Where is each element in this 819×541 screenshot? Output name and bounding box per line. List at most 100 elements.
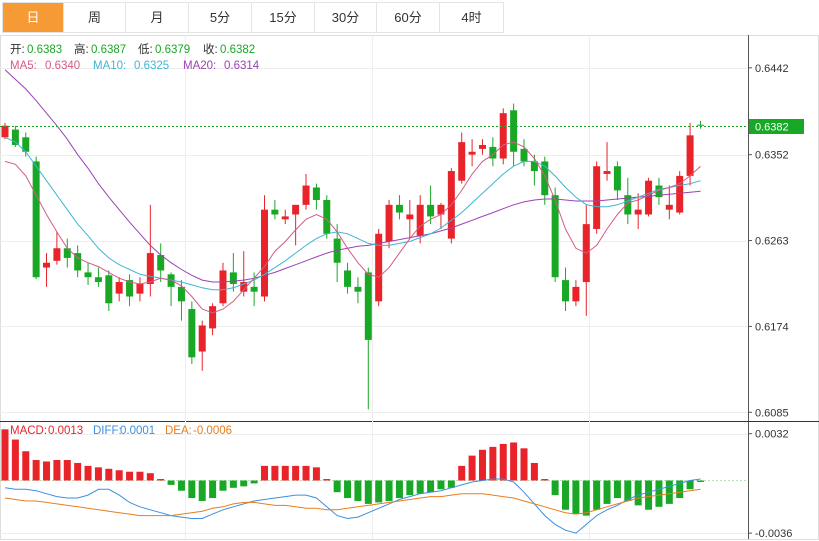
down-candle bbox=[530, 154, 538, 186]
up-candle bbox=[634, 193, 642, 229]
down-candle bbox=[229, 253, 237, 292]
dea-line bbox=[4, 488, 701, 517]
tab-60min[interactable]: 60分 bbox=[377, 3, 440, 32]
candle-body bbox=[520, 148, 528, 162]
down-candle bbox=[541, 156, 549, 205]
price-tick-label: 0.6352 bbox=[755, 150, 789, 162]
macd-bar-negative bbox=[240, 480, 248, 487]
macd-bar-positive bbox=[489, 446, 497, 481]
macd-bar-negative bbox=[375, 480, 383, 503]
tab-week[interactable]: 周 bbox=[64, 3, 126, 32]
macd-info: MACD: 0.0013 DIFF: 0.0001 DEA: -0.0006 bbox=[10, 425, 232, 437]
up-candle bbox=[686, 122, 694, 186]
up-candle bbox=[603, 142, 611, 181]
macd-bar-positive bbox=[478, 449, 486, 481]
macd-bar-negative bbox=[209, 480, 217, 499]
macd-bar-positive bbox=[94, 467, 102, 481]
macd-bar-negative bbox=[188, 480, 196, 499]
up-candle bbox=[406, 200, 414, 239]
macd-bar-negative bbox=[655, 480, 663, 507]
macd-panel bbox=[0, 429, 748, 534]
candle-body bbox=[136, 283, 144, 294]
candle-body bbox=[271, 209, 279, 215]
candle-body bbox=[478, 145, 486, 149]
macd-bar-positive bbox=[43, 461, 51, 481]
tab-30min[interactable]: 30分 bbox=[315, 3, 377, 32]
down-candle bbox=[126, 274, 134, 307]
up-candle bbox=[146, 204, 154, 297]
candle-body bbox=[22, 137, 30, 152]
down-candle bbox=[344, 262, 352, 294]
macd-bar-negative bbox=[333, 480, 341, 493]
close-value: 0.6382 bbox=[220, 44, 255, 56]
tab-day[interactable]: 日 bbox=[3, 3, 64, 32]
chart-frame bbox=[0, 35, 819, 540]
macd-bar-negative bbox=[551, 480, 559, 496]
macd-bar-negative bbox=[250, 480, 258, 484]
macd-bar-negative bbox=[344, 480, 352, 499]
macd-bar-positive bbox=[292, 465, 300, 481]
tab-5min[interactable]: 5分 bbox=[189, 3, 252, 32]
candle-body bbox=[437, 204, 445, 215]
down-candle bbox=[364, 267, 372, 410]
macd-bar-negative bbox=[406, 480, 414, 496]
down-candle bbox=[427, 185, 435, 225]
macd-bar-negative bbox=[624, 480, 632, 501]
up-candle bbox=[240, 251, 248, 297]
diff-value: 0.0001 bbox=[120, 425, 155, 437]
low-value: 0.6379 bbox=[155, 44, 190, 56]
up-candle bbox=[665, 185, 673, 220]
up-candle bbox=[593, 161, 601, 234]
up-candle bbox=[53, 231, 61, 265]
down-candle bbox=[11, 125, 19, 147]
ma10-value: 0.6325 bbox=[134, 60, 169, 72]
low-label: 低: bbox=[138, 43, 153, 56]
macd-bar-positive bbox=[458, 465, 466, 481]
macd-bar-positive bbox=[157, 479, 165, 481]
up-candle bbox=[302, 173, 310, 210]
tab-month[interactable]: 月 bbox=[126, 3, 189, 32]
ma10-label: MA10: bbox=[93, 60, 126, 72]
macd-bar-positive bbox=[22, 451, 30, 481]
down-candle bbox=[84, 262, 92, 285]
down-candle bbox=[562, 267, 570, 311]
down-candle bbox=[22, 132, 30, 157]
macd-tick-label: 0.0032 bbox=[755, 429, 789, 441]
down-candle bbox=[696, 120, 704, 129]
macd-bar-positive bbox=[281, 465, 289, 481]
up-candle bbox=[375, 228, 383, 307]
macd-tick-label: -0.0036 bbox=[755, 528, 792, 540]
down-candle bbox=[395, 195, 403, 220]
down-candle bbox=[354, 277, 362, 304]
dea-value: -0.0006 bbox=[193, 425, 232, 437]
up-candle bbox=[572, 280, 580, 307]
down-candle bbox=[188, 301, 196, 365]
up-candle bbox=[198, 320, 206, 371]
ma20-line bbox=[4, 69, 701, 283]
ma-info: MA5: 0.6340 MA10: 0.6325 MA20: 0.6314 bbox=[10, 60, 260, 72]
up-candle bbox=[582, 204, 590, 316]
macd-bar-positive bbox=[312, 467, 320, 481]
open-value: 0.6383 bbox=[27, 44, 62, 56]
candle-body bbox=[344, 270, 352, 287]
down-candle bbox=[177, 280, 185, 321]
candle-body bbox=[499, 113, 507, 159]
candle-body bbox=[302, 185, 310, 205]
candle-body bbox=[105, 275, 113, 304]
candle-body bbox=[74, 253, 82, 271]
down-candle bbox=[74, 245, 82, 278]
down-candle bbox=[105, 270, 113, 311]
down-candle bbox=[655, 177, 663, 205]
candle-body bbox=[696, 124, 704, 126]
candle-body bbox=[229, 272, 237, 284]
down-candle bbox=[271, 200, 279, 220]
down-candle bbox=[167, 272, 175, 307]
up-candle bbox=[437, 202, 445, 229]
macd-bar-positive bbox=[146, 473, 154, 481]
up-candle bbox=[676, 171, 684, 215]
macd-value: 0.0013 bbox=[48, 425, 83, 437]
up-candle bbox=[292, 204, 300, 246]
macd-bar-negative bbox=[634, 480, 642, 506]
tab-15min[interactable]: 15分 bbox=[252, 3, 315, 32]
tab-4hour[interactable]: 4时 bbox=[461, 10, 482, 25]
